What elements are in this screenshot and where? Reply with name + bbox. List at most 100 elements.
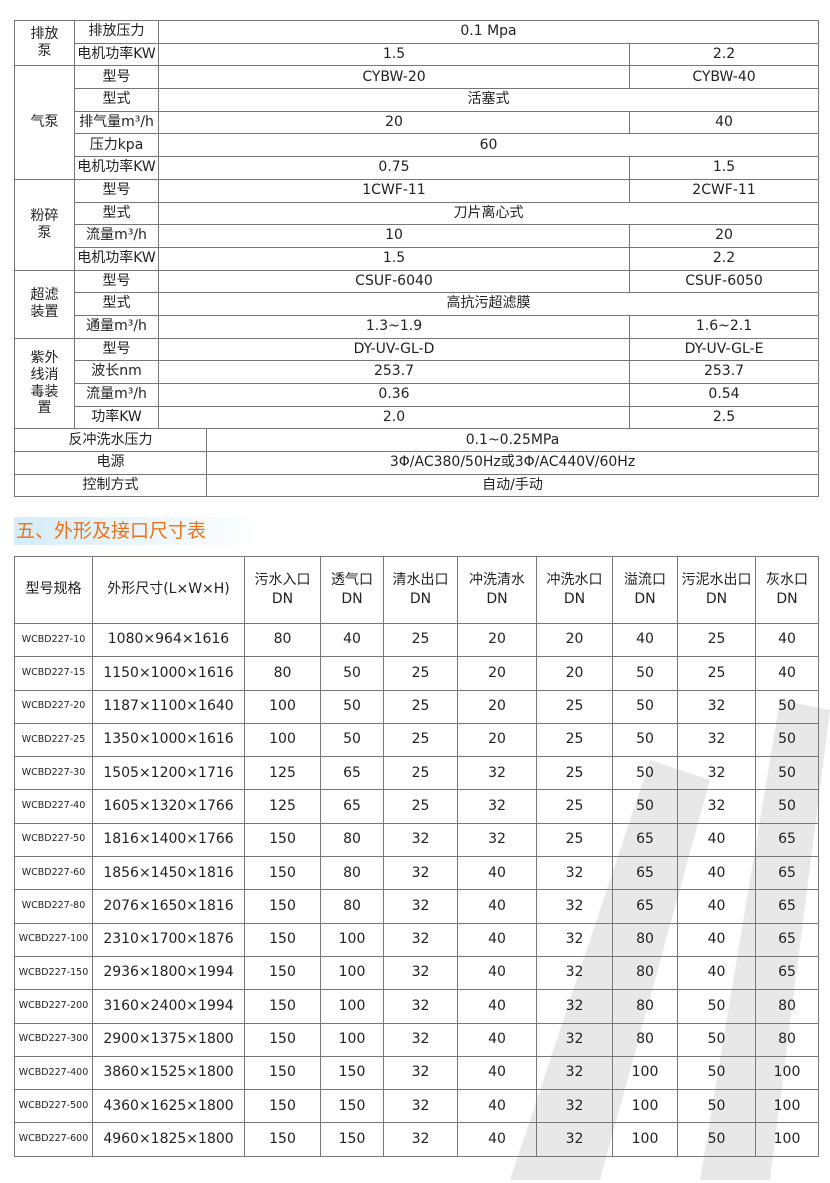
value-cell: 100 <box>244 689 321 724</box>
value-cell: 65 <box>755 856 819 891</box>
value-b: DY-UV-GL-E <box>628 337 820 362</box>
table-row: WCBD227-40 1605×1320×1766 125 65 25 32 25 50 32 5… <box>14 789 819 824</box>
spec-row: 流量m³/h 10 20 <box>15 224 820 248</box>
row-label: 排放压力 <box>74 20 159 44</box>
value-cell: 32 <box>536 1022 613 1057</box>
value-cell: 25 <box>383 689 458 724</box>
value-b: 40 <box>628 110 820 135</box>
value-cell: 40 <box>755 622 819 658</box>
value-cell: 150 <box>320 1122 384 1157</box>
value-cell: 40 <box>457 922 537 957</box>
value-cell: 40 <box>457 1122 537 1157</box>
value-cell: 40 <box>677 822 756 858</box>
value-cell: 150 <box>244 1055 321 1091</box>
row-label: 通量m³/h <box>74 314 159 339</box>
model-cell: WCBD227-50 <box>14 822 93 858</box>
value-a: 活塞式 <box>157 88 820 112</box>
value-cell: 32 <box>383 1122 458 1157</box>
group-label: 超滤装置 <box>14 269 75 339</box>
value-cell: 50 <box>677 1122 756 1157</box>
model-cell: WCBD227-25 <box>14 722 93 758</box>
header-unit: DN <box>409 591 432 607</box>
value-a: DY-UV-GL-D <box>158 337 630 362</box>
row-label: 电机功率KW <box>74 156 159 180</box>
value-cell: 32 <box>677 689 756 724</box>
value-cell: 150 <box>320 1055 384 1091</box>
value-cell: 65 <box>320 756 384 791</box>
value-cell: 80 <box>612 1022 678 1057</box>
value-cell: 100 <box>755 1055 819 1091</box>
model-cell: WCBD227-100 <box>14 922 93 957</box>
value-b: 2CWF-11 <box>628 178 820 203</box>
value-cell: 50 <box>320 689 384 724</box>
spec-row: 压力kpa 60 <box>15 133 820 158</box>
value-b: 20 <box>628 224 820 248</box>
value-cell: 32 <box>536 889 613 924</box>
value-cell: 40 <box>612 622 678 658</box>
value-cell: 50 <box>677 989 756 1024</box>
value-cell: 150 <box>244 1122 321 1157</box>
value-cell: 32 <box>536 1055 613 1091</box>
model-cell: WCBD227-30 <box>14 756 93 791</box>
model-cell: WCBD227-300 <box>14 1022 93 1057</box>
value-cell: 25 <box>383 722 458 758</box>
value-cell: 1505×1200×1716 <box>92 756 245 791</box>
table-row: WCBD227-200 3160×2400×1994 150 100 32 40 32 80 5… <box>14 989 819 1024</box>
table-row: WCBD227-20 1187×1100×1640 100 50 25 20 25 50 32 5… <box>14 689 819 724</box>
row-label: 电机功率KW <box>74 246 159 271</box>
spec-row: 排气量m³/h 20 40 <box>15 110 820 135</box>
group-label: 排放泵 <box>14 19 75 67</box>
table-row: WCBD227-10 1080×964×1616 80 40 25 20 20 40 25 40 <box>14 622 819 658</box>
value-cell: 25 <box>536 689 613 724</box>
value-cell: 1856×1450×1816 <box>92 856 245 891</box>
value-cell: 1816×1400×1766 <box>92 822 245 858</box>
value-cell: 40 <box>457 889 537 924</box>
value-cell: 2310×1700×1876 <box>92 922 245 957</box>
value-cell: 50 <box>677 1055 756 1091</box>
column-header: 外形尺寸(L×W×H) <box>92 556 245 624</box>
row-label: 型号 <box>74 337 159 362</box>
value-cell: 40 <box>457 1022 537 1057</box>
value-cell: 1350×1000×1616 <box>92 722 245 758</box>
value-cell: 125 <box>244 789 321 824</box>
value-cell: 125 <box>244 756 321 791</box>
value-cell: 50 <box>755 756 819 791</box>
value-cell: 32 <box>677 722 756 758</box>
spec-row: 型式 刀片离心式 <box>15 201 820 226</box>
spec-row: 电机功率KW 1.5 2.2 <box>15 246 820 271</box>
value-cell: 25 <box>677 656 756 691</box>
value-cell: 20 <box>457 656 537 691</box>
spec-row: 排放泵 排放压力 0.1 Mpa <box>14 19 820 67</box>
value-cell: 40 <box>457 1055 537 1091</box>
spec-row: 气泵 型号 CYBW-20 CYBW-40 <box>14 65 820 180</box>
value-cell: 20 <box>536 622 613 658</box>
value-a: CYBW-20 <box>158 65 630 90</box>
value-cell: 32 <box>383 822 458 858</box>
row-label: 型号 <box>74 65 159 90</box>
value-cell: 25 <box>383 756 458 791</box>
value-cell: 32 <box>677 756 756 791</box>
value-cell: 100 <box>612 1089 678 1124</box>
value-cell: 40 <box>755 656 819 691</box>
value-cell: 32 <box>383 1055 458 1091</box>
value-cell: 1080×964×1616 <box>92 622 245 658</box>
value-cell: 100 <box>755 1089 819 1124</box>
value-cell: 32 <box>383 1022 458 1057</box>
value-a: 1CWF-11 <box>158 178 630 203</box>
spec-footer-row: 控制方式 自动/手动 <box>14 473 820 498</box>
value-cell: 100 <box>320 1022 384 1057</box>
value-a: 1.5 <box>158 42 630 67</box>
table-row: WCBD227-60 1856×1450×1816 150 80 32 40 32 65 40 6… <box>14 856 819 891</box>
row-label: 型号 <box>74 178 159 203</box>
value-cell: 150 <box>244 989 321 1024</box>
value-cell: 25 <box>536 789 613 824</box>
value-cell: 50 <box>755 722 819 758</box>
value-cell: 25 <box>536 722 613 758</box>
value-a: 2.0 <box>158 405 630 430</box>
value-b: 0.54 <box>628 383 820 407</box>
spec-table: 排放泵 排放压力 0.1 Mpa 电机功率KW 1.5 2.2 气泵 型号 CYBW-20 CYB… <box>14 19 820 498</box>
spec-footer-row: 电源 3Φ/AC380/50Hz或3Φ/AC440V/60Hz <box>14 451 820 475</box>
value-cell: 40 <box>677 955 756 991</box>
value-b: CSUF-6050 <box>628 269 820 294</box>
value-a: 1.3~1.9 <box>158 314 630 339</box>
